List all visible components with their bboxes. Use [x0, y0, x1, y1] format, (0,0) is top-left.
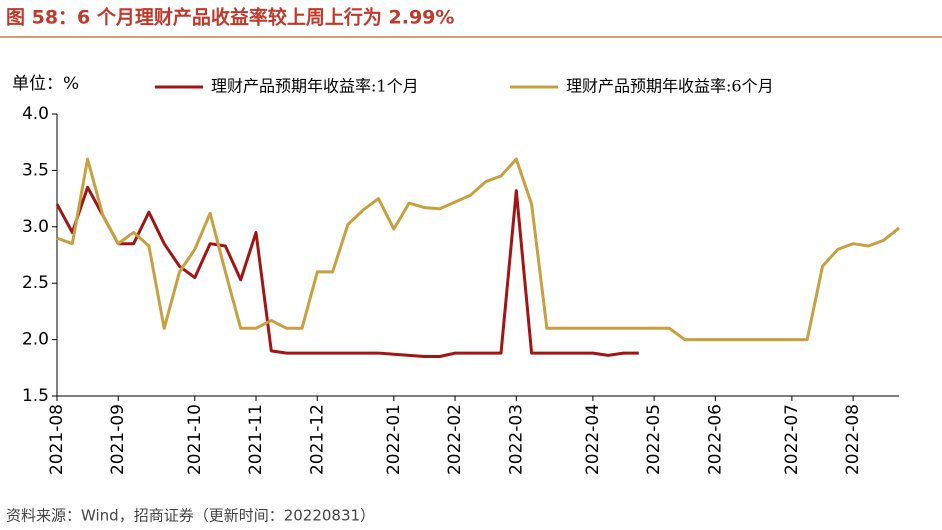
- x-tick-label: 2022-06: [705, 404, 725, 475]
- x-tick-label: 2021-08: [47, 404, 67, 475]
- x-tick-label: 2022-01: [384, 404, 404, 475]
- series-line: [55, 185, 639, 358]
- x-tick-label: 2022-04: [583, 404, 603, 475]
- y-tick-label: 4.0: [22, 104, 49, 124]
- x-tick-label: 2021-09: [108, 404, 128, 475]
- x-tick-label: 2022-03: [506, 404, 526, 475]
- series-line: [56, 157, 901, 342]
- chart-title: 图 58：6 个月理财产品收益率较上周上行为 2.99%: [6, 6, 454, 29]
- legend-label: 理财产品预期年收益率:1个月: [211, 77, 419, 96]
- y-tick-label: 2.5: [22, 273, 49, 293]
- unit-label: 单位：%: [12, 74, 79, 94]
- x-tick-label: 2021-12: [307, 404, 327, 475]
- legend-label: 理财产品预期年收益率:6个月: [566, 77, 774, 96]
- x-tick-label: 2021-10: [185, 404, 205, 475]
- x-tick-label: 2022-05: [644, 404, 664, 475]
- y-tick-label: 3.0: [22, 217, 49, 237]
- y-tick-label: 3.5: [22, 160, 49, 180]
- x-tick-label: 2021-11: [246, 404, 266, 475]
- y-tick-label: 1.5: [22, 386, 49, 406]
- x-tick-label: 2022-08: [843, 404, 863, 475]
- source: 资料来源：Wind，招商证券（更新时间：20220831）: [6, 507, 375, 525]
- y-tick-label: 2.0: [22, 330, 49, 350]
- x-tick-label: 2022-02: [445, 404, 465, 475]
- x-tick-label: 2022-07: [782, 404, 802, 475]
